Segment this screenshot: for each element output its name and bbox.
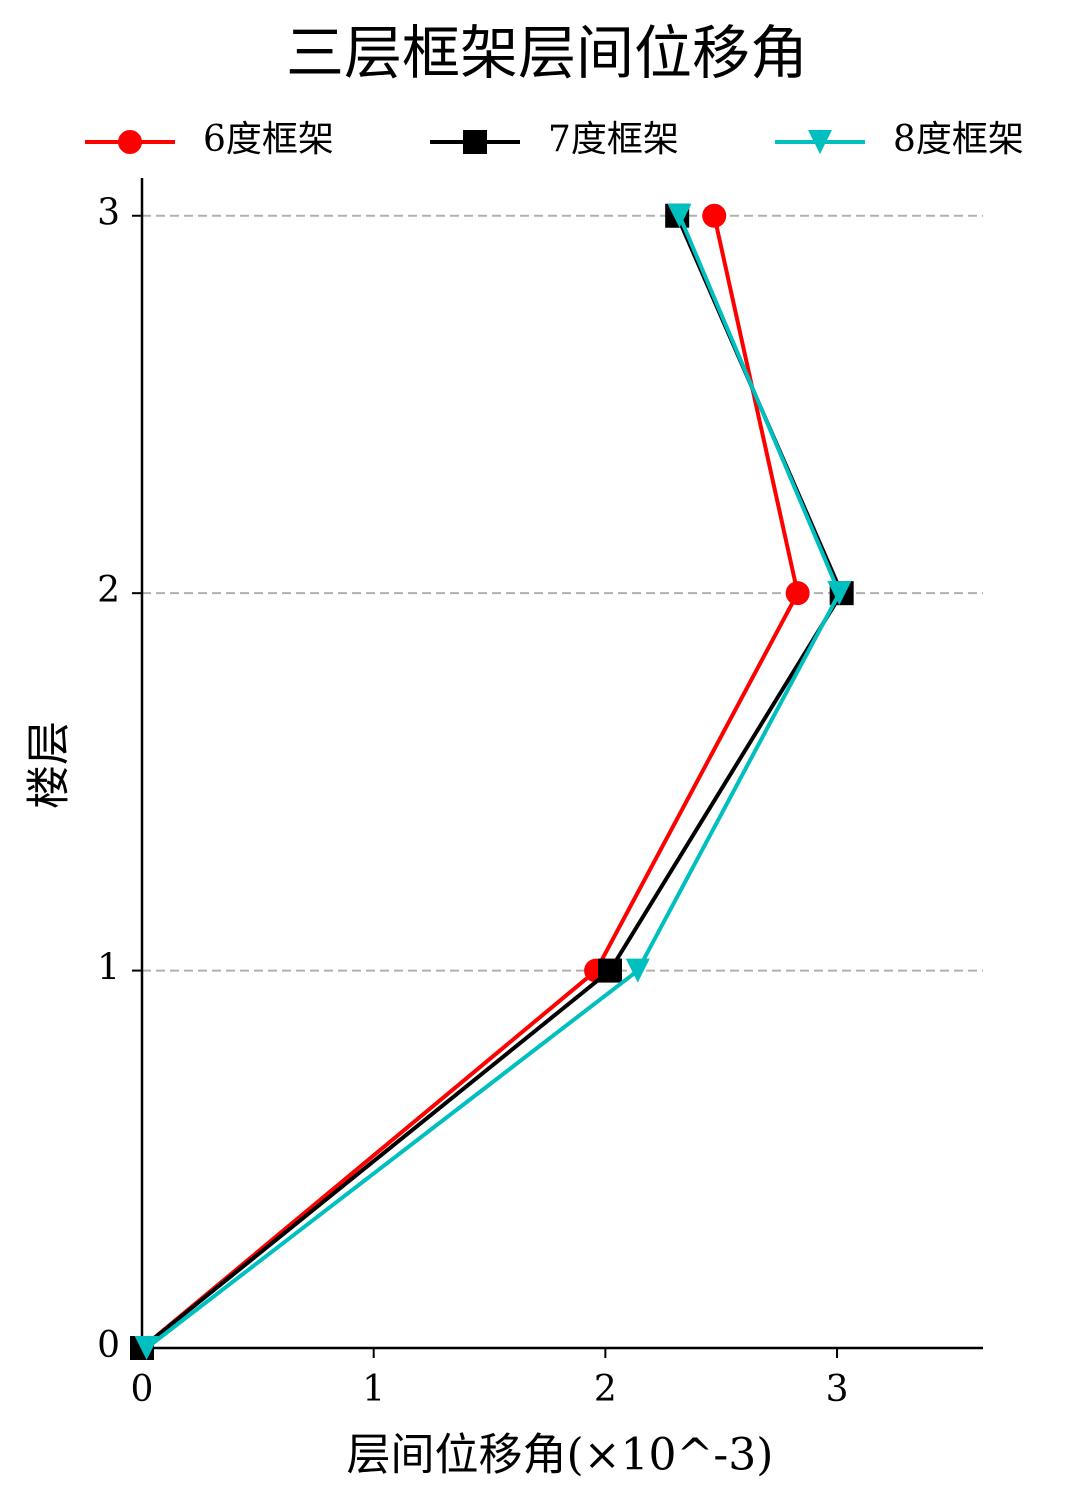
series-line bbox=[145, 214, 842, 1350]
marker bbox=[625, 958, 650, 983]
y-tick-label: 2 bbox=[97, 570, 120, 611]
x-axis-label: 层间位移角(×10^-3) bbox=[347, 1430, 774, 1481]
legend-label: 7度框架 bbox=[548, 119, 679, 160]
x-tick-label: 0 bbox=[131, 1369, 154, 1410]
marker bbox=[463, 130, 487, 154]
marker bbox=[118, 130, 142, 154]
marker bbox=[597, 958, 622, 983]
legend-label: 6度框架 bbox=[203, 119, 334, 160]
legend-label: 8度框架 bbox=[893, 119, 1024, 160]
marker bbox=[808, 130, 832, 154]
series-line bbox=[140, 215, 800, 1350]
marker bbox=[827, 581, 852, 606]
y-tick-label: 3 bbox=[97, 193, 120, 234]
x-tick-label: 3 bbox=[826, 1369, 849, 1410]
marker bbox=[785, 581, 810, 606]
x-tick-label: 1 bbox=[362, 1369, 385, 1410]
x-tick-label: 2 bbox=[594, 1369, 617, 1410]
y-tick-label: 1 bbox=[97, 948, 120, 989]
chart-title: 三层框架层间位移角 bbox=[286, 19, 808, 87]
y-axis-label: 楼层 bbox=[24, 721, 75, 809]
marker bbox=[667, 203, 692, 228]
marker bbox=[702, 203, 727, 228]
marker bbox=[134, 1336, 159, 1360]
y-tick-label: 0 bbox=[97, 1325, 120, 1366]
